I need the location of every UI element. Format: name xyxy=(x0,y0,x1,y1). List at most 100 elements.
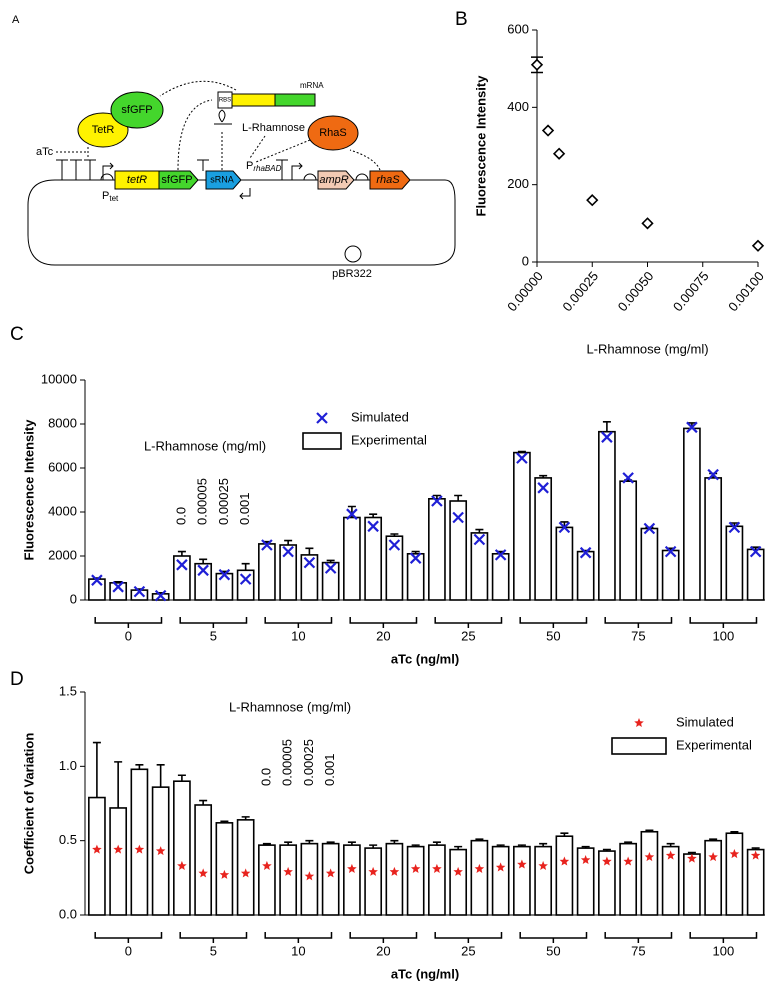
error-bar xyxy=(730,830,739,834)
marker xyxy=(579,546,592,559)
marker xyxy=(474,863,485,873)
error-bar xyxy=(92,741,101,798)
bar xyxy=(640,527,659,601)
bar xyxy=(236,819,255,916)
y-tick-label: 4000 xyxy=(48,503,77,518)
panel-label: D xyxy=(10,669,24,690)
promoter-label: PrhaBAD xyxy=(246,160,282,173)
group-bracket xyxy=(94,617,163,628)
bar xyxy=(343,844,361,916)
bar xyxy=(470,532,489,601)
error-bar xyxy=(326,841,335,844)
marker xyxy=(388,539,401,551)
x-tick-label: 100 xyxy=(712,943,734,958)
marker xyxy=(707,468,719,481)
x-tick-label: 10 xyxy=(291,628,305,643)
y-axis-label: Fluorescence Intensity xyxy=(21,419,36,561)
marker xyxy=(559,856,570,866)
group-bracket xyxy=(94,932,163,943)
bar xyxy=(725,832,744,916)
group-bracket xyxy=(434,617,503,628)
panel-label: C xyxy=(10,324,24,345)
bar xyxy=(704,839,723,916)
group-bracket xyxy=(349,617,418,628)
promoter-label: Ptet xyxy=(102,190,119,203)
marker xyxy=(347,863,357,873)
marker xyxy=(367,520,379,533)
error-bar xyxy=(539,474,548,478)
marker xyxy=(686,421,698,434)
marker xyxy=(176,559,188,571)
group-bracket xyxy=(349,932,418,943)
marker xyxy=(623,856,633,866)
error-bar xyxy=(326,559,335,563)
marker xyxy=(154,589,167,602)
bar xyxy=(258,844,276,916)
marker xyxy=(303,556,316,569)
marker xyxy=(580,855,591,864)
error-bar xyxy=(624,841,633,844)
bar xyxy=(534,477,553,601)
x-tick-label: 75 xyxy=(631,628,645,643)
x-tick-label: 20 xyxy=(376,943,390,958)
marker xyxy=(516,452,528,464)
marker xyxy=(432,863,442,873)
bar xyxy=(704,477,723,601)
bar xyxy=(491,845,510,916)
group-bracket xyxy=(604,932,673,943)
bar xyxy=(364,516,383,601)
bar xyxy=(746,548,765,601)
marker xyxy=(410,863,421,873)
error-bar xyxy=(730,522,739,527)
x-tick-label: 20 xyxy=(376,628,390,643)
legend-swatch xyxy=(611,737,667,755)
error-bar xyxy=(199,799,208,805)
bar xyxy=(215,572,234,601)
marker xyxy=(389,866,400,876)
marker xyxy=(495,862,506,872)
bar xyxy=(364,847,383,916)
bar xyxy=(406,552,425,601)
sfgfp-gene xyxy=(158,170,199,190)
group-bracket xyxy=(604,617,673,628)
terminators xyxy=(56,159,369,200)
bar xyxy=(491,552,510,601)
marker xyxy=(687,853,697,863)
error-bar xyxy=(666,842,675,847)
marker xyxy=(729,849,740,859)
group-bracket xyxy=(689,932,758,943)
marker xyxy=(538,860,548,870)
x-tick-label: 5 xyxy=(210,628,217,643)
x-tick-label: 50 xyxy=(546,628,560,643)
marker xyxy=(262,860,272,870)
error-bar xyxy=(369,844,378,849)
group-bracket xyxy=(264,932,333,943)
subgroup-label: 0.001 xyxy=(237,492,252,525)
bar xyxy=(470,839,489,916)
x-tick-label: 0 xyxy=(125,628,132,643)
y-axis-label: Coefficient of Variation xyxy=(21,733,36,875)
origin-label: pBR322 xyxy=(332,268,372,280)
y-tick-label: 0 xyxy=(70,591,77,606)
group-bracket xyxy=(264,617,333,628)
bar xyxy=(683,853,701,916)
marker xyxy=(708,852,718,862)
bar xyxy=(406,845,425,916)
error-bar xyxy=(411,550,420,554)
mrna-cds xyxy=(274,93,316,107)
bar xyxy=(109,807,128,916)
promoter-sub: tet xyxy=(109,194,119,203)
marker xyxy=(750,850,761,860)
bar xyxy=(279,844,298,916)
subgroup-label: 0.00025 xyxy=(301,739,316,786)
marker xyxy=(601,431,613,443)
diagram: A tetR sfGFP sRNA ampR rhaS pBR322 Ptet … xyxy=(12,14,456,280)
marker xyxy=(155,846,166,856)
x-axis-label: aTc (ng/ml) xyxy=(391,966,459,981)
marker xyxy=(622,472,634,484)
subgroup-label: 0.00005 xyxy=(195,478,210,525)
bar xyxy=(534,845,553,916)
error-bar xyxy=(177,774,186,782)
error-bar xyxy=(645,829,654,832)
